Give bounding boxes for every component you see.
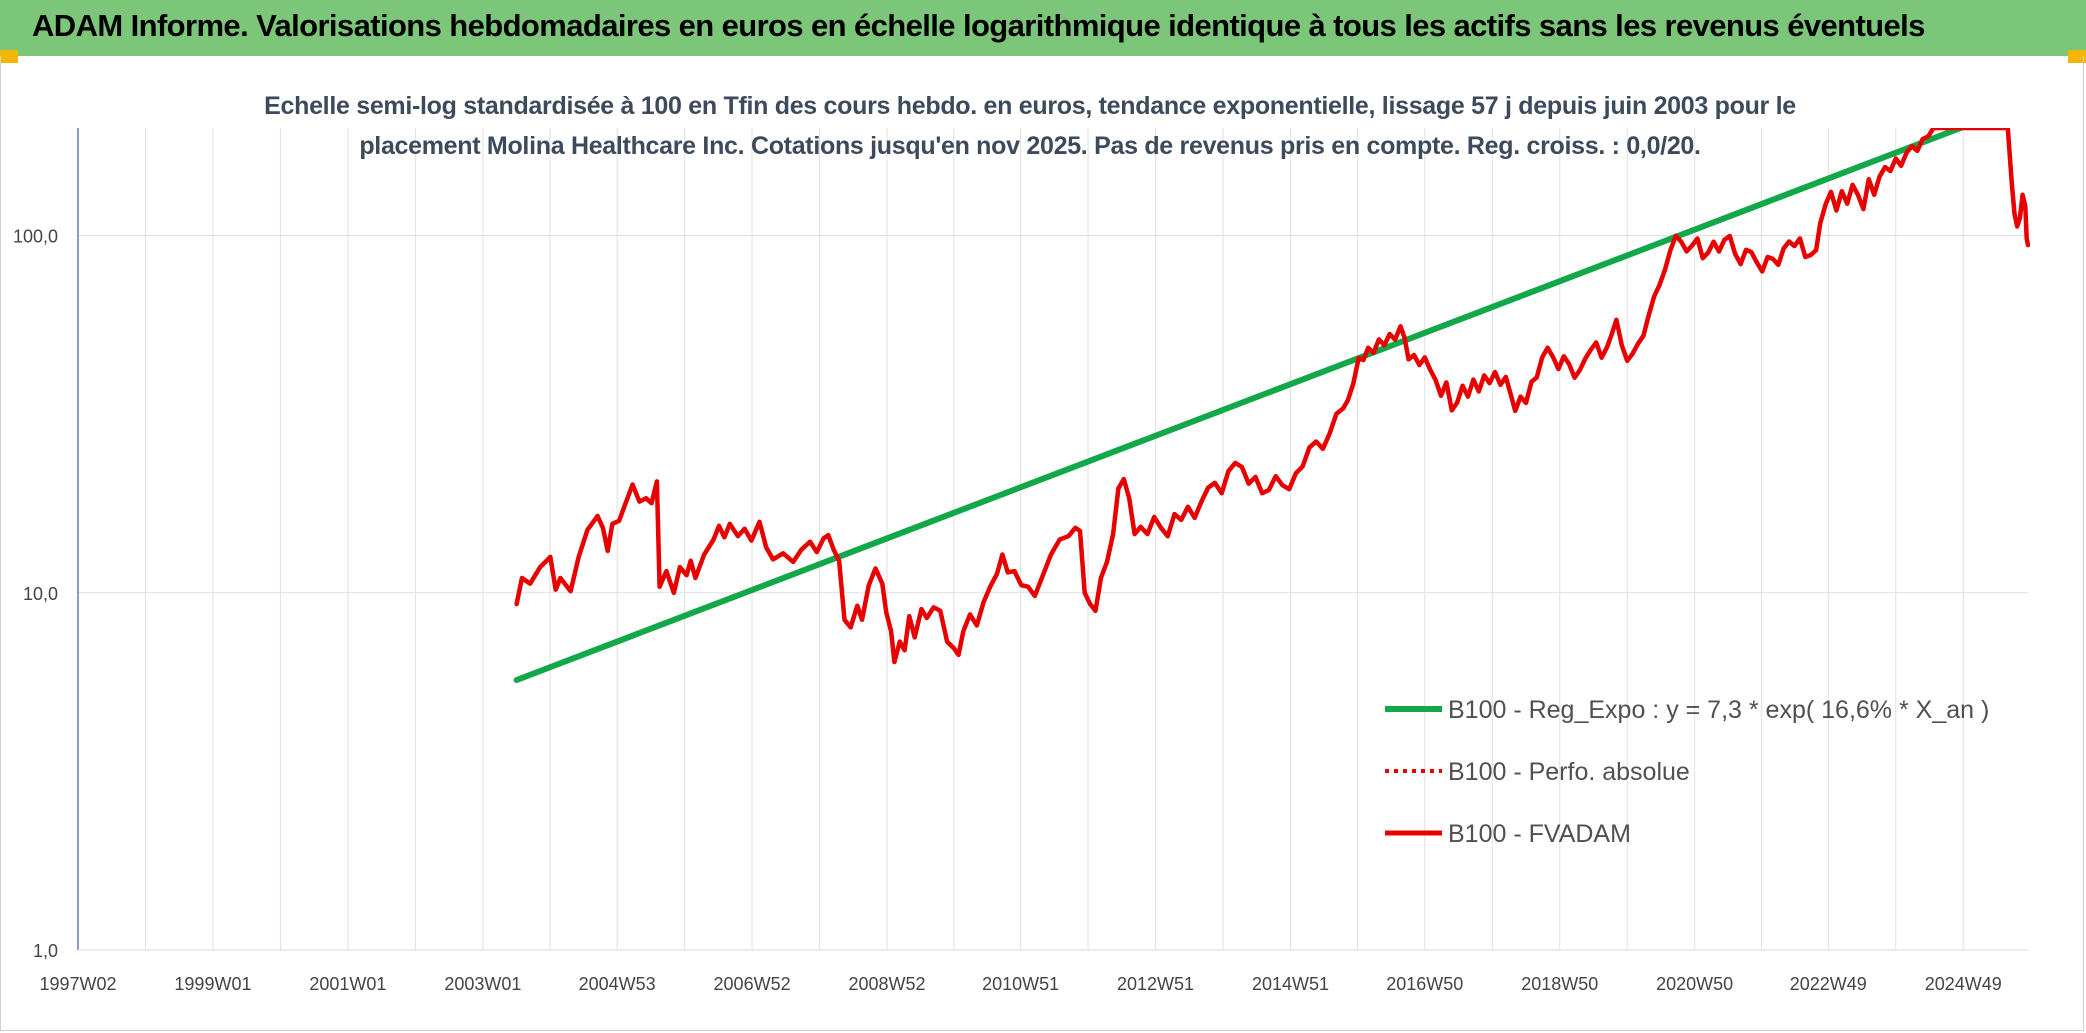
legend-price-label: B100 - FVADAM xyxy=(1448,820,1631,848)
x-tick-label: 2022W49 xyxy=(1790,974,1867,994)
x-tick-label: 1997W02 xyxy=(39,974,116,994)
y-axis-ticks: 1,0 10,0 100,0 xyxy=(13,227,58,961)
x-tick-label: 1999W01 xyxy=(174,974,251,994)
x-tick-label: 2003W01 xyxy=(444,974,521,994)
legend-trend-label: B100 - Reg_Expo : y = 7,3 * exp( 16,6% *… xyxy=(1448,696,1989,724)
price-line xyxy=(514,128,2030,665)
y-tick-label: 100,0 xyxy=(13,227,58,247)
chart-title-line1: Echelle semi-log standardisée à 100 en T… xyxy=(264,92,1796,120)
chart-title-line2: placement Molina Healthcare Inc. Cotatio… xyxy=(359,132,1701,160)
series-layer xyxy=(513,128,2030,683)
x-tick-label: 2004W53 xyxy=(579,974,656,994)
x-tick-label: 2018W50 xyxy=(1521,974,1598,994)
horizontal-gridlines xyxy=(78,235,2028,951)
chart-frame xyxy=(0,56,2084,1031)
x-axis-ticks: 1997W02 1999W01 2001W01 2003W01 2004W53 2006W… xyxy=(39,949,2028,994)
y-tick-label: 1,0 xyxy=(33,941,58,961)
y-tick-label: 10,0 xyxy=(23,584,58,604)
corner-marker-right xyxy=(2068,50,2086,63)
page-title: ADAM Informe. Valorisations hebdomadaire… xyxy=(32,8,1925,43)
trend-line xyxy=(513,128,1964,683)
x-tick-label: 2001W01 xyxy=(309,974,386,994)
x-tick-label: 2012W51 xyxy=(1117,974,1194,994)
chart-title: Echelle semi-log standardisée à 100 en T… xyxy=(230,86,1830,166)
legend-dotted-label: B100 - Perfo. absolue xyxy=(1448,758,1690,786)
vertical-gridlines xyxy=(144,128,1964,950)
header-banner: ADAM Informe. Valorisations hebdomadaire… xyxy=(0,0,2086,56)
legend: B100 - Reg_Expo : y = 7,3 * exp( 16,6% *… xyxy=(1385,696,1989,848)
x-tick-label: 2010W51 xyxy=(982,974,1059,994)
x-tick-label: 2020W50 xyxy=(1656,974,1733,994)
x-tick-label: 2024W49 xyxy=(1925,974,2002,994)
x-tick-label: 2016W50 xyxy=(1386,974,1463,994)
corner-marker-left xyxy=(0,50,18,63)
x-tick-label: 2008W52 xyxy=(848,974,925,994)
x-tick-label: 2014W51 xyxy=(1252,974,1329,994)
x-tick-label: 2006W52 xyxy=(714,974,791,994)
